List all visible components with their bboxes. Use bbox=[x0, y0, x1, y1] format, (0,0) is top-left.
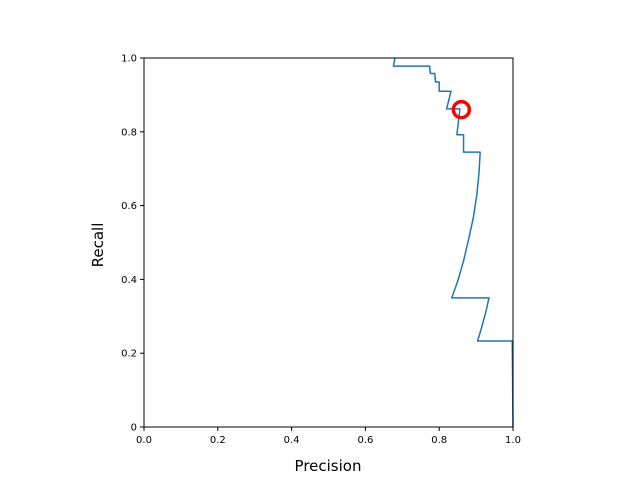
x-ticks: 0.0 0.2 0.4 0.6 0.8 1.0 bbox=[136, 427, 521, 446]
x-tick-label: 0.0 bbox=[136, 435, 152, 446]
y-tick-label: 0 bbox=[131, 423, 137, 434]
y-tick-label: 0.4 bbox=[121, 275, 137, 286]
x-axis-label: Precision bbox=[295, 457, 362, 475]
series-line-1 bbox=[392, 57, 514, 428]
x-tick-label: 0.6 bbox=[357, 435, 373, 446]
x-tick-label: 1.0 bbox=[505, 435, 521, 446]
y-ticks: 0 0.2 0.4 0.6 0.8 1.0 bbox=[121, 54, 144, 434]
axes-frame bbox=[143, 57, 514, 428]
x-tick-label: 0.2 bbox=[210, 435, 226, 446]
x-tick-label: 0.8 bbox=[431, 435, 447, 446]
plot-area bbox=[144, 58, 513, 427]
highlight-marker bbox=[451, 99, 472, 120]
y-tick-label: 1.0 bbox=[121, 54, 137, 65]
y-axis-label: Recall bbox=[89, 223, 107, 268]
y-tick-label: 0.2 bbox=[121, 349, 137, 360]
series-layer bbox=[392, 57, 514, 428]
marker-layer bbox=[451, 99, 472, 120]
x-tick-label: 0.4 bbox=[284, 435, 300, 446]
y-tick-label: 0.8 bbox=[121, 127, 137, 138]
y-tick-label: 0.6 bbox=[121, 201, 137, 212]
